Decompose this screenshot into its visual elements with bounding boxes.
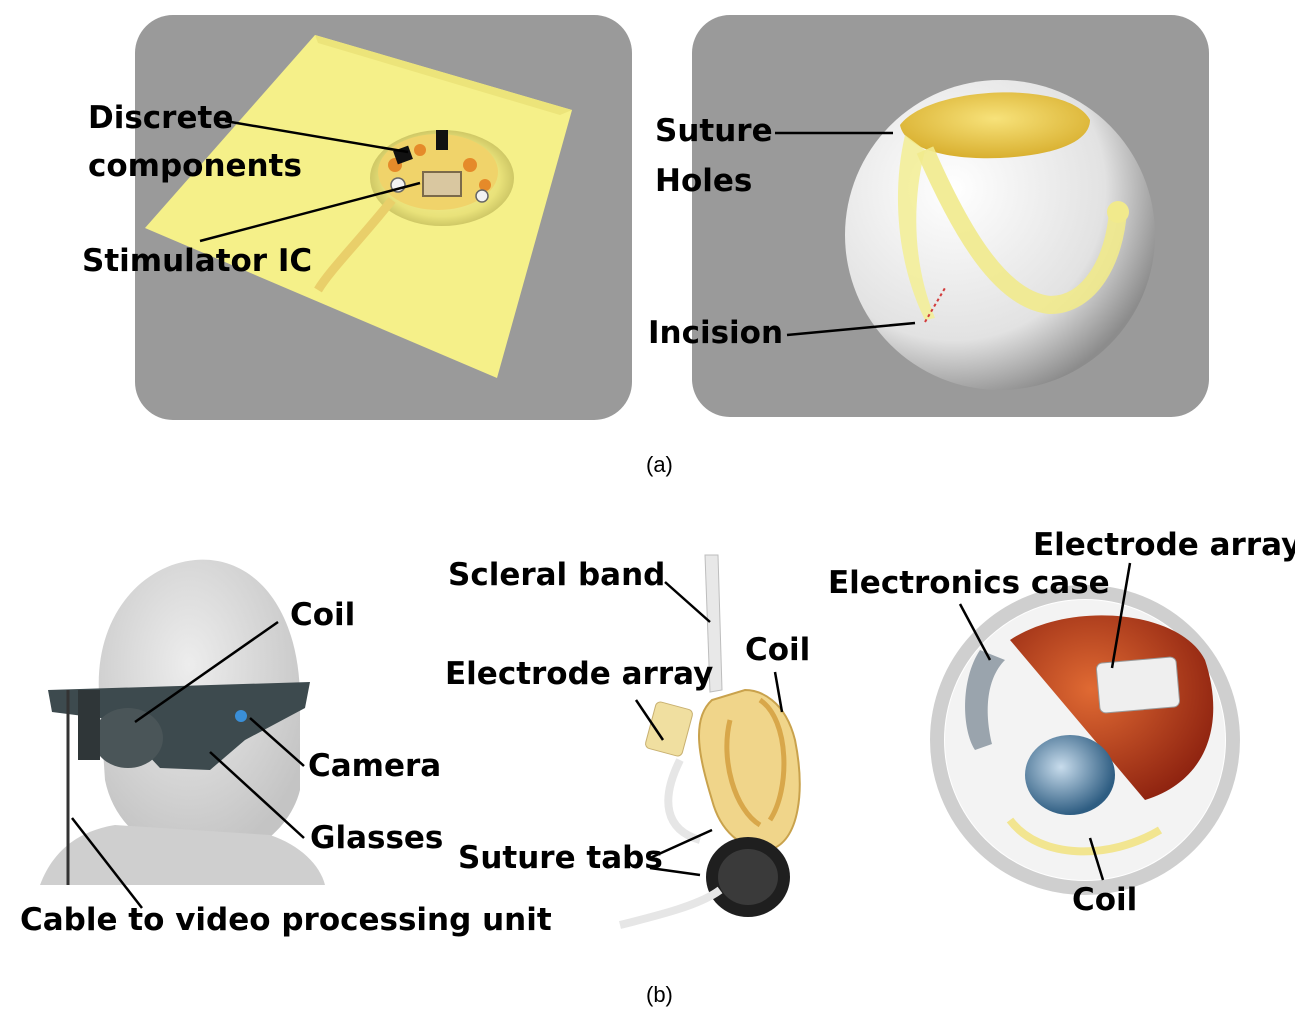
label-incision: Incision <box>648 315 784 351</box>
label-components: components <box>88 148 302 184</box>
panel-b-head-image <box>30 545 325 885</box>
leader-lines <box>71 119 1132 909</box>
label-discrete: Discrete <box>88 100 234 136</box>
label-suture: Suture <box>655 113 773 149</box>
label-eye-electrode-array: Electrode array <box>1033 527 1295 563</box>
label-cable: Cable to video processing unit <box>20 902 552 938</box>
panel-a-right-image <box>692 15 1209 417</box>
label-camera: Camera <box>308 748 442 784</box>
caption-b: (b) <box>646 982 673 1007</box>
panel-a-left-image <box>135 15 632 420</box>
panel-b-implant-image <box>619 554 801 929</box>
label-suture-tabs: Suture tabs <box>458 840 663 876</box>
label-implant-electrode-array: Electrode array <box>445 656 714 692</box>
caption-a: (a) <box>646 452 673 477</box>
label-implant-coil: Coil <box>745 632 811 668</box>
label-glasses: Glasses <box>310 820 444 856</box>
panel-b-eye-image <box>930 585 1240 895</box>
label-eye-coil: Coil <box>1072 882 1138 918</box>
label-scleral-band: Scleral band <box>448 557 666 593</box>
label-stimulator-ic: Stimulator IC <box>82 243 313 279</box>
label-head-coil: Coil <box>290 597 356 633</box>
label-holes: Holes <box>655 163 753 199</box>
label-electronics-case: Electronics case <box>828 565 1110 601</box>
